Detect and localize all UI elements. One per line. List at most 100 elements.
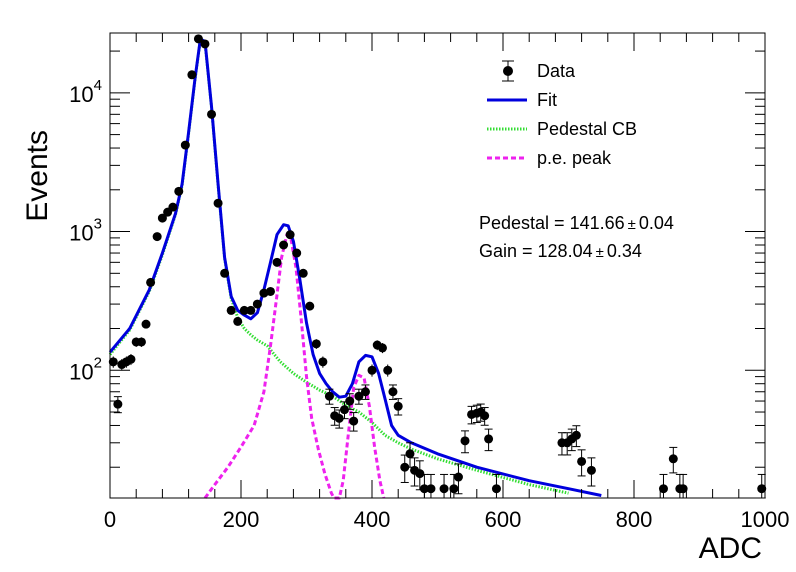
- data-point: [113, 396, 123, 414]
- data-point: [577, 449, 587, 477]
- data-point: [292, 248, 302, 258]
- data-point: [246, 305, 256, 315]
- data-marker: [678, 484, 688, 494]
- data-marker: [318, 357, 328, 367]
- data-marker: [200, 39, 210, 49]
- data-point: [174, 186, 184, 196]
- data-marker: [339, 405, 349, 415]
- y-tick-label: 103: [69, 216, 102, 246]
- fit-results: Pedestal = 141.66 ±0.04 Gain = 128.04 ±0.3…: [479, 213, 674, 261]
- data-marker: [415, 469, 425, 479]
- data-marker: [426, 484, 436, 494]
- data-point: [279, 240, 289, 250]
- data-point: [152, 232, 162, 242]
- data-marker: [168, 202, 178, 212]
- data-point: [571, 425, 581, 448]
- data-point: [668, 446, 678, 474]
- data-marker: [193, 34, 203, 44]
- data-point: [460, 430, 470, 454]
- data-point: [157, 213, 167, 223]
- data-marker: [480, 411, 490, 421]
- data-marker: [305, 301, 315, 311]
- data-point: [415, 460, 425, 491]
- data-point: [311, 339, 321, 349]
- x-tick-label: 200: [223, 507, 260, 532]
- data-point: [360, 384, 370, 400]
- data-point: [484, 428, 494, 452]
- legend-marker-data: [503, 66, 513, 76]
- data-marker: [233, 316, 243, 326]
- data-marker: [586, 465, 596, 475]
- data-point: [334, 409, 344, 429]
- data-point: [200, 39, 210, 49]
- annotation-gain-pm: ±: [596, 244, 604, 261]
- data-marker: [252, 299, 262, 309]
- data-marker: [757, 484, 767, 494]
- data-marker: [311, 339, 321, 349]
- data-point: [126, 354, 136, 366]
- data-point: [187, 70, 197, 80]
- annotation-gain: Gain = 128.04 ±0.34: [479, 241, 642, 261]
- data-marker: [146, 277, 156, 287]
- data-marker: [298, 268, 308, 278]
- data-marker: [136, 337, 146, 347]
- data-point: [252, 299, 262, 309]
- data-point: [141, 319, 151, 329]
- data-marker: [367, 365, 377, 375]
- data-point: [345, 393, 355, 410]
- data-point: [220, 268, 230, 278]
- data-marker: [174, 186, 184, 196]
- data-marker: [272, 257, 282, 267]
- x-axis-title: ADC: [699, 532, 762, 565]
- data-point: [213, 198, 223, 208]
- data-marker: [577, 456, 587, 466]
- annotation-pedestal-error: 0.04: [639, 213, 674, 233]
- legend-entry-fit: Fit: [487, 90, 557, 110]
- x-tick-label: 1000: [741, 507, 790, 532]
- data-point: [239, 305, 249, 315]
- data-marker: [345, 396, 355, 406]
- data-point: [480, 407, 490, 426]
- data-point: [567, 428, 577, 452]
- data-point: [285, 230, 295, 240]
- data-marker: [292, 248, 302, 258]
- data-marker: [349, 416, 359, 426]
- legend-label-data: Data: [537, 61, 576, 81]
- data-marker: [226, 305, 236, 315]
- y-axis-ticks: 102 103 104: [69, 50, 765, 468]
- series-line-p-e-peak: [203, 233, 386, 500]
- data-marker: [439, 484, 449, 494]
- data-marker: [354, 391, 364, 401]
- data-marker: [239, 305, 249, 315]
- data-marker: [453, 472, 463, 482]
- x-tick-label: 0: [104, 507, 116, 532]
- data-marker: [491, 484, 501, 494]
- annotation-pedestal: Pedestal = 141.66 ±0.04: [479, 213, 674, 233]
- data-marker: [383, 365, 393, 375]
- annotation-pedestal-pm: ±: [628, 216, 636, 233]
- annotation-gain-error: 0.34: [607, 241, 642, 261]
- data-marker: [334, 413, 344, 423]
- data-point: [226, 305, 236, 315]
- series-line-pedestal-cb: [108, 38, 569, 495]
- data-point: [354, 388, 364, 405]
- data-marker: [449, 484, 459, 494]
- data-point: [108, 356, 118, 368]
- data-marker: [419, 484, 429, 494]
- y-tick-label: 102: [69, 354, 102, 384]
- data-point: [233, 316, 243, 326]
- data-point: [146, 277, 156, 287]
- x-tick-label: 600: [485, 507, 522, 532]
- data-marker: [180, 140, 190, 150]
- data-marker: [324, 391, 334, 401]
- x-tick-label: 800: [616, 507, 653, 532]
- data-point: [265, 286, 275, 296]
- data-marker: [484, 434, 494, 444]
- legend-entry-pedestal-cb: Pedestal CB: [487, 119, 637, 139]
- plot-frame: [109, 32, 766, 499]
- data-marker: [388, 387, 398, 397]
- data-point: [168, 202, 178, 212]
- data-marker: [141, 319, 151, 329]
- data-point: [136, 337, 146, 347]
